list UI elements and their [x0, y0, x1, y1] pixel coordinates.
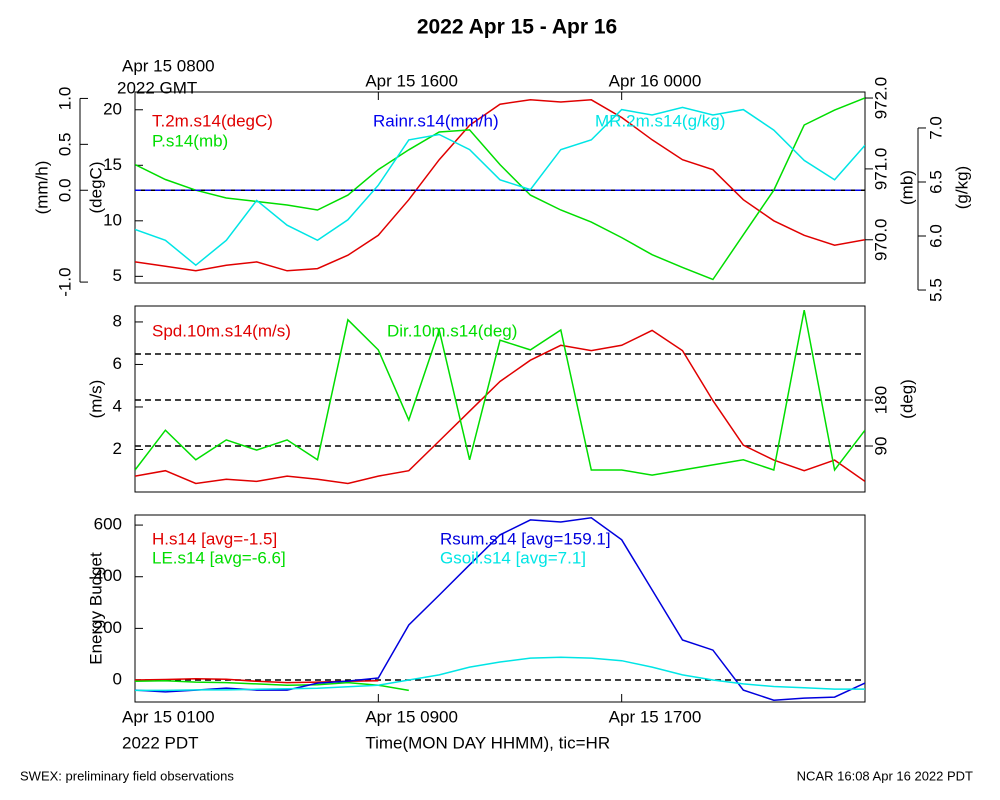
footer-left: SWEX: preliminary field observations [20, 768, 234, 783]
legend-label: H.s14 [avg=-1.5] [152, 529, 277, 548]
plot-frame [134, 305, 866, 493]
y-tick-label: 971.0 [871, 148, 890, 191]
y-tick-label: 6.5 [926, 170, 945, 194]
x-axis-title: Time(MON DAY HHMM), tic=HR [365, 733, 610, 752]
y-tick-label: 180 [871, 386, 890, 414]
y-axis-title: (m/s) [86, 380, 105, 419]
x2-tick-label: Apr 15 0800 [122, 56, 215, 75]
legend-label: Rainr.s14(mm/h) [373, 111, 499, 130]
legend-label: Rsum.s14 [avg=159.1] [440, 529, 611, 548]
x-sublabel: 2022 PDT [122, 733, 199, 752]
y-tick-label: 20 [103, 99, 122, 118]
legend-label: LE.s14 [avg=-6.6] [152, 548, 286, 567]
x2-sublabel: 2022 GMT [117, 78, 197, 97]
y-tick-label: 90 [871, 437, 890, 456]
plot-frame [134, 514, 866, 703]
legend-label: MR.2m.s14(g/kg) [595, 111, 725, 130]
y-tick-label: 6.0 [926, 224, 945, 248]
legend-label: Spd.10m.s14(m/s) [152, 321, 291, 340]
y-tick-label: 6 [113, 354, 122, 373]
y-tick-label: 1.0 [55, 87, 74, 111]
y-axis-title: (g/kg) [952, 166, 971, 209]
series-line [135, 309, 865, 476]
y-tick-label: 600 [94, 515, 122, 534]
y-axis-title: (mb) [897, 170, 916, 205]
y-tick-label: 2 [113, 439, 122, 458]
x2-tick-label: Apr 15 1600 [365, 71, 458, 90]
y-tick-label: 5 [113, 266, 122, 285]
y-tick-label: 10 [103, 210, 122, 229]
y-tick-label: 0.0 [55, 178, 74, 202]
x-tick-label: Apr 15 0900 [365, 707, 458, 726]
y-axis-title: (mm/h) [32, 161, 51, 215]
legend-label: P.s14(mb) [152, 131, 228, 150]
y-tick-label: -1.0 [55, 267, 74, 296]
x-tick-label: Apr 15 0100 [122, 707, 215, 726]
y-axis-title: (deg) [897, 379, 916, 419]
series-line [135, 99, 865, 272]
x-tick-label: Apr 15 1700 [609, 707, 702, 726]
series-line [135, 329, 865, 485]
y-axis-title: Energy Budget [86, 552, 105, 665]
series-line [135, 106, 865, 267]
y-tick-label: 7.0 [926, 116, 945, 140]
y-tick-label: 4 [113, 396, 122, 415]
y-tick-label: 972.0 [871, 77, 890, 120]
y-tick-label: 0.5 [55, 133, 74, 157]
legend-label: T.2m.s14(degC) [152, 111, 273, 130]
plot-frame [134, 91, 866, 284]
series-line [135, 517, 865, 701]
footer-right: NCAR 16:08 Apr 16 2022 PDT [797, 768, 973, 783]
x2-tick-label: Apr 16 0000 [609, 71, 702, 90]
y-tick-label: 5.5 [926, 278, 945, 302]
y-tick-label: 8 [113, 311, 122, 330]
y-tick-label: 400 [94, 566, 122, 585]
chart-title: 2022 Apr 15 - Apr 16 [417, 16, 617, 39]
legend-label: Dir.10m.s14(deg) [387, 321, 517, 340]
y-tick-label: 0 [113, 670, 122, 689]
legend-label: Gsoil.s14 [avg=7.1] [440, 548, 586, 567]
y-tick-label: 15 [103, 155, 122, 174]
y-tick-label: 200 [94, 618, 122, 637]
y-axis-title: (degC) [86, 162, 105, 214]
y-tick-label: 970.0 [871, 218, 890, 261]
series-line [135, 656, 865, 692]
